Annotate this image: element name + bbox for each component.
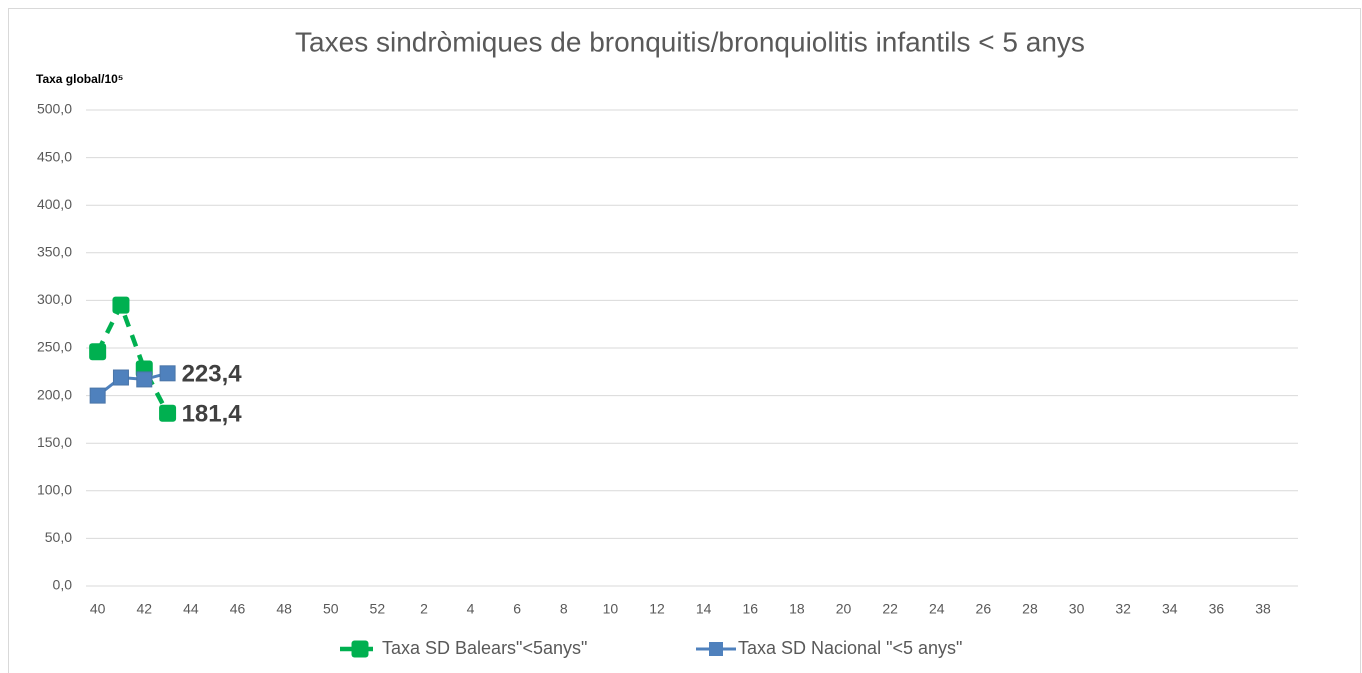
x-tick-label: 12 bbox=[649, 601, 665, 617]
marker bbox=[159, 404, 177, 422]
marker bbox=[89, 343, 107, 361]
y-tick-label: 100,0 bbox=[37, 482, 72, 498]
y-tick-label: 150,0 bbox=[37, 434, 72, 450]
marker bbox=[89, 387, 106, 404]
x-tick-label: 2 bbox=[420, 601, 428, 617]
data-label: 223,4 bbox=[182, 361, 243, 388]
x-tick-label: 4 bbox=[467, 601, 475, 617]
x-tick-label: 10 bbox=[603, 601, 619, 617]
y-tick-label: 0,0 bbox=[53, 577, 73, 593]
marker bbox=[112, 369, 129, 386]
series-line bbox=[96, 371, 168, 397]
x-tick-label: 20 bbox=[836, 601, 852, 617]
y-tick-label: 350,0 bbox=[37, 244, 72, 260]
legend-marker bbox=[351, 640, 369, 658]
x-tick-label: 24 bbox=[929, 601, 945, 617]
marker bbox=[159, 365, 176, 382]
y-tick-label: 500,0 bbox=[37, 101, 72, 117]
x-tick-label: 52 bbox=[370, 601, 386, 617]
x-tick-label: 48 bbox=[276, 601, 292, 617]
x-tick-label: 32 bbox=[1115, 601, 1131, 617]
chart-frame bbox=[8, 8, 1361, 673]
x-tick-label: 36 bbox=[1209, 601, 1225, 617]
x-tick-label: 46 bbox=[230, 601, 246, 617]
x-tick-label: 42 bbox=[136, 601, 152, 617]
chart-title: Taxes sindròmiques de bronquitis/bronqui… bbox=[295, 26, 1085, 57]
x-tick-label: 50 bbox=[323, 601, 339, 617]
y-tick-label: 450,0 bbox=[37, 148, 72, 164]
y-tick-label: 300,0 bbox=[37, 291, 72, 307]
legend-marker bbox=[709, 642, 723, 656]
y-tick-label: 250,0 bbox=[37, 339, 72, 355]
x-tick-label: 14 bbox=[696, 601, 712, 617]
x-tick-label: 8 bbox=[560, 601, 568, 617]
marker bbox=[136, 371, 153, 388]
data-label: 181,4 bbox=[182, 401, 243, 428]
x-tick-label: 16 bbox=[742, 601, 758, 617]
x-tick-label: 18 bbox=[789, 601, 805, 617]
y-tick-label: 400,0 bbox=[37, 196, 72, 212]
x-tick-label: 28 bbox=[1022, 601, 1038, 617]
marker bbox=[112, 296, 130, 314]
x-tick-label: 44 bbox=[183, 601, 199, 617]
series-line bbox=[95, 299, 170, 415]
x-tick-label: 22 bbox=[882, 601, 898, 617]
y-axis-title: Taxa global/10⁵ bbox=[36, 72, 123, 86]
x-tick-label: 38 bbox=[1255, 601, 1271, 617]
x-tick-label: 40 bbox=[90, 601, 106, 617]
x-tick-label: 34 bbox=[1162, 601, 1178, 617]
legend-label: Taxa SD Balears"<5anys" bbox=[382, 638, 587, 658]
x-tick-label: 26 bbox=[976, 601, 992, 617]
y-tick-label: 50,0 bbox=[45, 529, 72, 545]
y-tick-label: 200,0 bbox=[37, 386, 72, 402]
x-tick-label: 30 bbox=[1069, 601, 1085, 617]
x-tick-label: 6 bbox=[513, 601, 521, 617]
legend-label: Taxa SD Nacional "<5 anys" bbox=[738, 638, 962, 658]
